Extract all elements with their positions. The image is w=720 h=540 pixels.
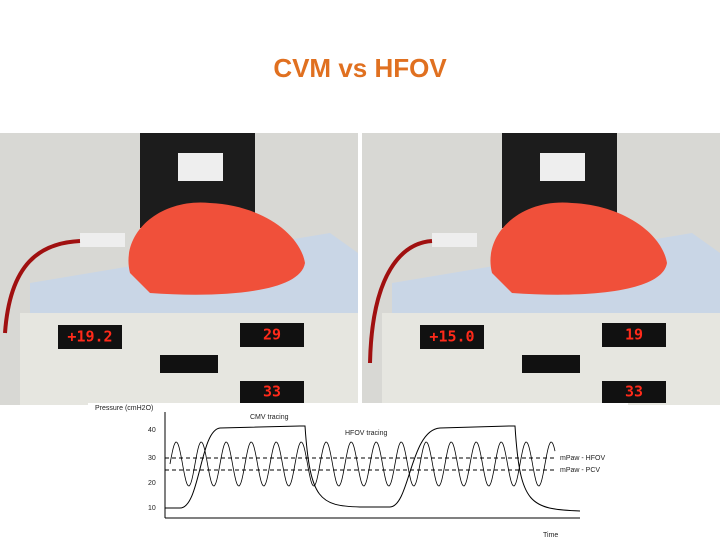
y-tick-label: 10 xyxy=(148,505,156,512)
trace-label: CMV tracing xyxy=(250,414,289,421)
slide-title: CVM vs HFOV xyxy=(273,53,447,83)
y-tick-label: 40 xyxy=(148,427,156,434)
photo xyxy=(0,133,358,405)
display: +19.2 xyxy=(67,328,112,346)
trace-label: HFOV tracing xyxy=(345,430,388,437)
y-tick-label: 30 xyxy=(148,455,156,462)
display: 33 xyxy=(625,383,643,401)
photo xyxy=(362,133,720,405)
y-tick-label: 20 xyxy=(148,480,156,487)
level-label: mPaw - HFOV xyxy=(560,455,605,462)
y-axis-label: Pressure (cmH2O) xyxy=(95,405,153,412)
display: 33 xyxy=(263,383,281,401)
x-axis-label: Time xyxy=(543,532,558,539)
display: +15.0 xyxy=(429,328,474,346)
display: 19 xyxy=(625,326,643,344)
display: 29 xyxy=(263,326,281,344)
diagram: Pressure (cmH2O) 40 30 20 10 CMV tracing… xyxy=(88,403,628,540)
level-label: mPaw - PCV xyxy=(560,467,600,474)
